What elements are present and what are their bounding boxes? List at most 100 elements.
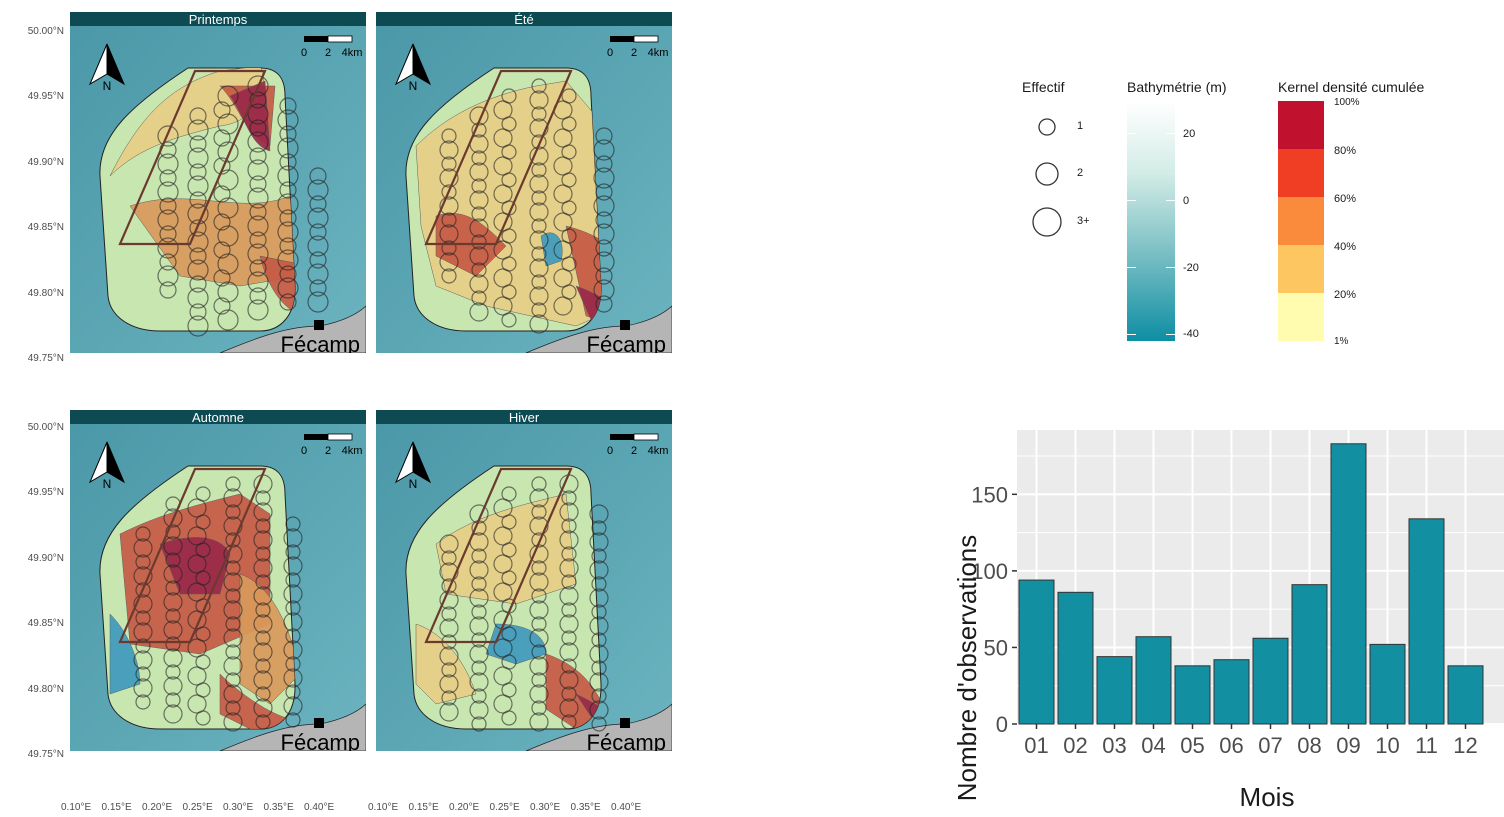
- longitude-label: 0.35°E: [263, 802, 294, 813]
- latitude-label: 49.85°N: [27, 618, 64, 630]
- x-tick-label-01: 01: [1024, 733, 1048, 758]
- bar-07: [1252, 637, 1289, 725]
- zone-polygon: [424, 467, 573, 644]
- legend-bathymetry-colorbar: [1127, 101, 1175, 341]
- x-tick-label-05: 05: [1180, 733, 1204, 758]
- bar-12: [1447, 665, 1484, 725]
- longitude-label: 0.10°E: [61, 802, 92, 813]
- scale-label: 0: [301, 47, 307, 59]
- legend-kernel-label-20: 20%: [1334, 289, 1357, 301]
- legend-kernel-label-100: 100%: [1334, 97, 1360, 108]
- map-panel-hiver: N 0 2 4km Fécamp: [376, 424, 672, 751]
- y-tick-label-150: 150: [971, 482, 1008, 507]
- scale-label: 4km: [342, 47, 363, 59]
- north-label: N: [409, 477, 418, 491]
- latitude-label: 49.80°N: [27, 683, 64, 695]
- observation-circles: [157, 75, 329, 337]
- legend-effectif-label-1: 1: [1077, 120, 1084, 132]
- bar-08: [1291, 584, 1328, 725]
- zone-polygon: [118, 69, 267, 246]
- facet-strip-printemps: Printemps: [70, 12, 366, 27]
- legend-bathymetry-tick-0: 0: [1183, 195, 1190, 207]
- bar-10: [1369, 643, 1406, 725]
- scale-label: 0: [607, 47, 613, 59]
- x-tick-label-11: 11: [1415, 733, 1438, 758]
- longitude-label: 0.10°E: [368, 802, 399, 813]
- longitude-label: 0.20°E: [142, 802, 173, 813]
- latitude-label: 49.90°N: [27, 156, 64, 168]
- legend-kernel-label-40: 40%: [1334, 241, 1357, 253]
- scale-label: 2: [325, 47, 331, 59]
- bar-04: [1135, 636, 1172, 725]
- town-marker-icon: [314, 718, 324, 728]
- legend-kernel-swatch: [1278, 197, 1324, 245]
- bar-09: [1330, 443, 1367, 725]
- kernel-zone: [575, 285, 602, 331]
- x-tick-label-08: 08: [1297, 733, 1321, 758]
- bar-05: [1174, 665, 1211, 725]
- scale-label: 4km: [342, 445, 363, 457]
- bar-11: [1408, 518, 1445, 725]
- y-tick-label-100: 100: [971, 559, 1008, 584]
- longitude-label: 0.35°E: [570, 802, 601, 813]
- y-axis-ticks: 0 50 100 150: [971, 482, 1017, 737]
- bar-01: [1018, 579, 1055, 725]
- north-label: N: [103, 477, 112, 491]
- observation-circles: [133, 474, 303, 732]
- observation-circles: [439, 474, 609, 732]
- scale-label: 2: [631, 47, 637, 59]
- longitude-label: 0.40°E: [611, 802, 642, 813]
- longitude-label: 0.15°E: [101, 802, 132, 813]
- legend-bathymetry-tickmark: [1127, 200, 1136, 201]
- scale-bar: 0 2 4km: [607, 433, 668, 457]
- north-label: N: [409, 79, 418, 93]
- kernel-zone: [109, 613, 141, 695]
- scale-label: 0: [301, 445, 307, 457]
- north-arrow-icon: N: [88, 441, 126, 491]
- latitude-label: 49.75°N: [27, 353, 64, 364]
- latitude-label: 49.95°N: [27, 91, 64, 103]
- north-label: N: [103, 79, 112, 93]
- legend-kernel-colorbar: [1278, 101, 1324, 341]
- kernel-zone: [259, 255, 296, 317]
- legend-bathymetry-tickmark: [1166, 267, 1175, 268]
- scale-label: 0: [607, 445, 613, 457]
- longitude-label: 0.25°E: [182, 802, 213, 813]
- x-tick-label-04: 04: [1141, 733, 1165, 758]
- legend-bathymetry-tick-20: 20: [1183, 128, 1196, 140]
- x-tick-label-12: 12: [1453, 733, 1477, 758]
- legend-bathymetry-tickmark: [1127, 267, 1136, 268]
- legend-kernel-swatch: [1278, 149, 1324, 197]
- bar-03: [1096, 656, 1133, 725]
- legend-kernel-label-80: 80%: [1334, 145, 1357, 157]
- legend-bathymetry-tick-m40: -40: [1183, 328, 1199, 340]
- x-axis-ticks: 01 02 03 04 05 06 07 08 09 10 11 12: [1024, 724, 1478, 758]
- town-marker-icon: [620, 320, 630, 330]
- legend-effectif-title: Effectif: [1022, 79, 1065, 95]
- legend-bathymetry-tickmark: [1166, 334, 1175, 335]
- legend-kernel-swatch: [1278, 245, 1324, 293]
- x-axis-title: Mois: [1240, 782, 1295, 812]
- y-tick-label-50: 50: [984, 635, 1008, 660]
- legend-bathymetry-tickmark: [1127, 334, 1136, 335]
- town-label: Fécamp: [587, 730, 666, 751]
- scale-label: 2: [631, 445, 637, 457]
- latitude-label: 50.00°N: [27, 422, 64, 433]
- legend-kernel-label-60: 60%: [1334, 193, 1357, 205]
- legend-bathymetry-tickmark: [1127, 133, 1136, 134]
- latitude-label: 50.00°N: [27, 26, 64, 37]
- longitude-label: 0.30°E: [223, 802, 254, 813]
- latitude-label: 49.85°N: [27, 222, 64, 234]
- town-label: Fécamp: [281, 332, 360, 353]
- y-axis-title: Nombre d'observations: [952, 535, 982, 802]
- longitude-label: 0.15°E: [408, 802, 439, 813]
- longitude-label: 0.25°E: [489, 802, 520, 813]
- bar-02: [1057, 591, 1094, 725]
- x-tick-label-09: 09: [1336, 733, 1360, 758]
- north-arrow-icon: N: [394, 441, 432, 491]
- x-tick-label-07: 07: [1258, 733, 1282, 758]
- kernel-zone: [229, 80, 271, 152]
- north-arrow-icon: N: [88, 43, 126, 93]
- legend-kernel-title: Kernel densité cumulée: [1278, 79, 1425, 95]
